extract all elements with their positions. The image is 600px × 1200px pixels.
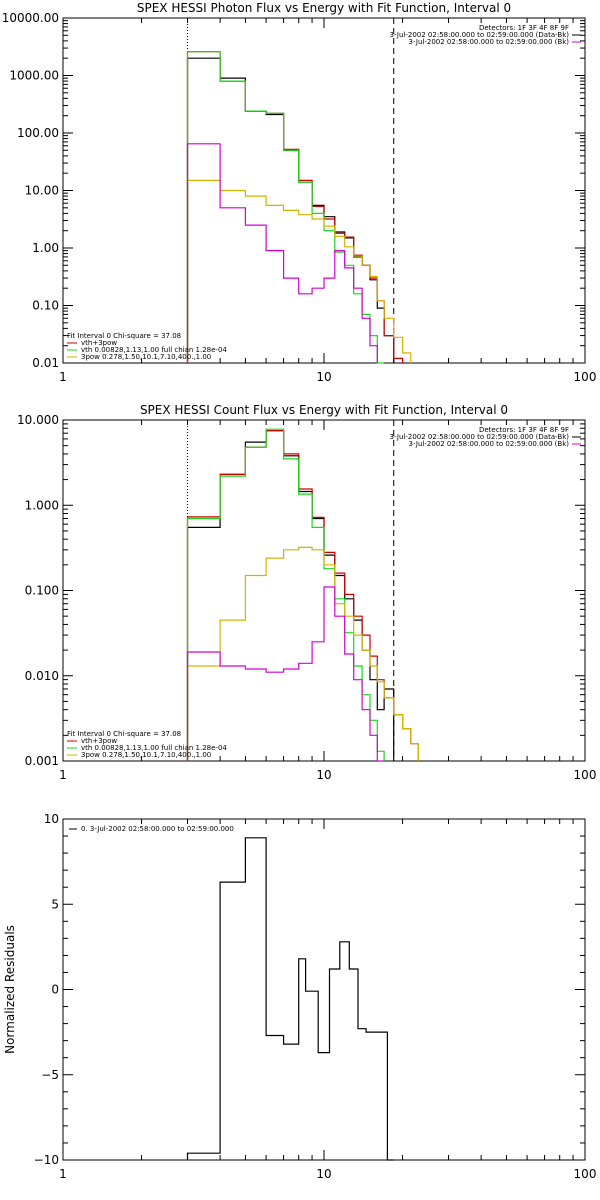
plot-frame bbox=[62, 818, 586, 1161]
y-tick-label: −10 bbox=[34, 1153, 59, 1167]
detectors-label: Detectors: 1F 3F 4F 8F 9F bbox=[479, 426, 569, 434]
legend-entry: vth+3pow bbox=[81, 737, 117, 745]
y-tick-label: 0.100 bbox=[25, 584, 59, 598]
y-axis-label: Normalized Residuals bbox=[3, 925, 17, 1054]
x-tick-label: 10 bbox=[316, 768, 331, 782]
series-line-5 bbox=[186, 586, 385, 762]
y-tick-label: 1000.00 bbox=[9, 69, 59, 83]
series-line-3 bbox=[186, 51, 385, 364]
series-line-1 bbox=[186, 837, 394, 1161]
x-tick-label: 100 bbox=[574, 370, 597, 384]
series-line-5 bbox=[186, 143, 378, 363]
y-tick-label: 10 bbox=[44, 812, 59, 826]
series-line-4 bbox=[186, 179, 412, 363]
legend-entry: vth 0.00828,1.13,1.00 full chian 1.28e-0… bbox=[81, 346, 227, 354]
chart-title: SPEX HESSI Photon Flux vs Energy with Fi… bbox=[137, 1, 511, 15]
x-tick-label: 10 bbox=[316, 370, 331, 384]
y-tick-label: 0 bbox=[51, 983, 59, 997]
y-tick-label: 10000.00 bbox=[2, 11, 59, 25]
y-tick-label: 10.00 bbox=[25, 184, 59, 198]
fit-info: Fit Interval 0 Chi-square = 37.08 bbox=[67, 730, 181, 738]
legend-entry: vth 0.00828,1.13,1.00 full chian 1.28e-0… bbox=[81, 744, 227, 752]
legend-entry: 3pow 0.278,1.50,10.1,7.10,400.,1.00 bbox=[81, 751, 211, 759]
y-tick-label: −5 bbox=[41, 1068, 59, 1082]
legend-entry: 3-Jul-2002 02:58:00.000 to 02:59:00.000 … bbox=[390, 31, 570, 39]
x-tick-label: 10 bbox=[316, 1167, 331, 1181]
y-tick-label: 0.010 bbox=[25, 669, 59, 683]
x-tick-label: 1 bbox=[59, 370, 67, 384]
chart-panel-3: 1 10 100 −10 −5 0 5 10 Normalized Residuals 0. 3-… bbox=[3, 812, 596, 1181]
chart-title: SPEX HESSI Count Flux vs Energy with Fit… bbox=[140, 403, 508, 417]
legend-entry: 3-Jul-2002 02:58:00.000 to 02:59:00.000 … bbox=[390, 433, 570, 441]
x-tick-label: 1 bbox=[59, 1167, 67, 1181]
x-tick-label: 100 bbox=[574, 1167, 597, 1181]
legend-entry: vth+3pow bbox=[81, 339, 117, 347]
plot-frame bbox=[62, 17, 586, 364]
series-line-3 bbox=[186, 428, 385, 761]
chart-panel-1: SPEX HESSI Photon Flux vs Energy with Fi… bbox=[2, 1, 597, 384]
series-line-1 bbox=[186, 430, 395, 761]
y-tick-label: 5 bbox=[51, 897, 59, 911]
y-tick-label: 0.10 bbox=[32, 299, 59, 313]
legend-entry: 3-Jul-2002 02:58:00.000 to 02:59:00.000 … bbox=[409, 440, 570, 448]
legend-entry: 0. 3-Jul-2002 02:58:00.000 to 02:59:00.0… bbox=[81, 825, 234, 833]
x-tick-label: 100 bbox=[574, 768, 597, 782]
legend-entry: 3-Jul-2002 02:58:00.000 to 02:59:00.000 … bbox=[409, 38, 570, 46]
y-tick-label: 1.00 bbox=[32, 241, 59, 255]
fit-info: Fit Interval 0 Chi-square = 37.08 bbox=[67, 332, 181, 340]
series-line-4 bbox=[186, 546, 419, 761]
y-tick-label: 0.01 bbox=[32, 356, 59, 370]
y-tick-label: 1.000 bbox=[25, 498, 59, 512]
y-tick-label: 0.001 bbox=[25, 754, 59, 768]
detectors-label: Detectors: 1F 3F 4F 8F 9F bbox=[479, 24, 569, 32]
legend-entry: 3pow 0.278,1.50,10.1,7.10,400.,1.00 bbox=[81, 353, 211, 361]
y-tick-label: 100.00 bbox=[17, 126, 59, 140]
chart-panel-2: SPEX HESSI Count Flux vs Energy with Fit… bbox=[17, 403, 596, 782]
x-tick-label: 1 bbox=[59, 768, 67, 782]
series-line-2 bbox=[186, 430, 419, 761]
y-tick-label: 10.000 bbox=[17, 413, 59, 427]
